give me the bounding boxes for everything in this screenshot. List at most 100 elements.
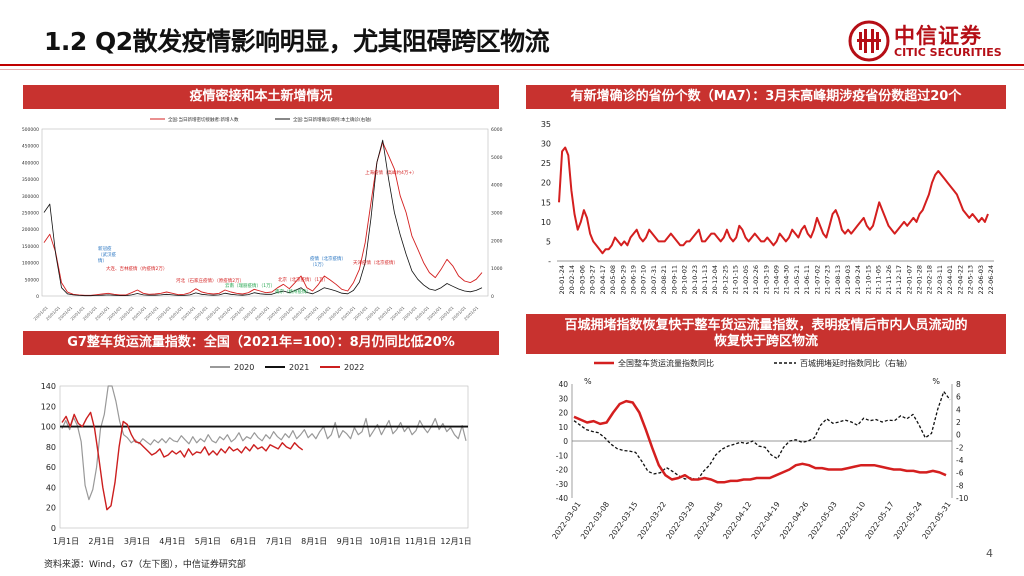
y-tick-label: 20: [558, 409, 568, 418]
y-tick-label: 20: [46, 504, 56, 513]
x-tick-label: 2月1日: [88, 537, 114, 546]
plot-frame: [41, 128, 489, 297]
y-tick-label: 25: [541, 159, 551, 168]
y2-tick-label: 8: [956, 380, 961, 389]
x-tick-label: 2022-04-26: [778, 500, 811, 541]
x-tick-label: 21-11-05: [875, 265, 883, 295]
x-tick-label: 2022-05-03: [806, 500, 839, 541]
x-tick-label: 2022-03-01: [550, 500, 583, 541]
x-tick-label: 21-08-13: [834, 265, 842, 295]
y2-tick-label: 2: [956, 418, 961, 427]
y2-tick-label: -6: [956, 469, 964, 478]
annotation-label: （1万）: [310, 262, 326, 268]
y-tick-label: 120: [41, 402, 56, 411]
citic-emblem-icon: [848, 20, 890, 62]
x-tick-label: 11月1日: [405, 537, 436, 546]
x-tick-label: 21-07-02: [813, 265, 821, 295]
chart-freight-vs-congestion: 全国整车货运流量指数同比 百城拥堵延时指数同比（右轴）% %403020100-10…: [550, 358, 968, 541]
x-tick-label: 21-04-09: [773, 265, 781, 295]
x-tick-label: 20-01-24: [558, 265, 566, 295]
y2-tick-label: 2000: [491, 238, 503, 244]
annotation-label: 情）: [98, 257, 107, 264]
y2-tick-label: -2: [956, 443, 964, 452]
logo-text-zh: 中信证券: [894, 24, 982, 48]
y-tick-label: 200000: [22, 227, 39, 233]
annotation-label: 云南（瑞丽疫情）（1万）: [225, 282, 275, 289]
x-tick-label: 9月1日: [337, 537, 363, 546]
y-tick-label: 40: [558, 380, 568, 389]
y-tick-label: 60: [46, 463, 56, 472]
x-tick-label: 12月1日: [440, 537, 471, 546]
x-tick-label: 21-11-26: [885, 265, 893, 295]
y-tick-label: 10: [541, 218, 551, 227]
x-tick-label: 6月1日: [230, 537, 256, 546]
y-tick-label: -: [548, 257, 551, 266]
x-tick-label: 3月1日: [124, 537, 150, 546]
x-tick-label: 21-09-24: [854, 265, 862, 295]
legend-label-congestion: 百城拥堵延时指数同比（右轴）: [800, 358, 912, 368]
y2-tick-label: 5000: [491, 155, 503, 161]
x-tick-label: 20-02-14: [568, 265, 576, 295]
chart-close-contacts: 5000004500004000003500003000002500002000…: [22, 116, 503, 321]
local-confirmed-line: [43, 139, 483, 297]
y-tick-label: 0: [36, 294, 39, 300]
provinces-line: [558, 146, 989, 255]
x-tick-label: 2022-03-22: [636, 500, 669, 541]
x-tick-label: 21-07-23: [824, 265, 832, 295]
y-tick-label: 35: [541, 120, 551, 129]
citic-logo: 中信证券 CITIC SECURITIES: [848, 20, 1002, 62]
y2-tick-label: 4: [956, 405, 961, 414]
y-tick-label: 20: [541, 179, 551, 188]
x-tick-label: 21-04-30: [783, 265, 791, 295]
y-tick-label: 10: [558, 423, 568, 432]
y-tick-label: -30: [556, 480, 568, 489]
y2-tick-label: -8: [956, 481, 964, 490]
header-divider: [0, 64, 1024, 66]
y2-tick-label: -4: [956, 456, 964, 465]
chart-g7-freight: 2020 2021 2022 140 120 100 80 60 40 20 0 1月1日 2月1日 3月…: [41, 363, 472, 546]
y-tick-label: 100000: [22, 261, 39, 267]
y-tick-label: 400000: [22, 160, 39, 166]
y-tick-label: 5: [546, 237, 551, 246]
y-tick-label: 350000: [22, 177, 39, 183]
annotation-label: 北京（北京疫情）（1万）: [278, 276, 328, 283]
x-tick-label: 8月1日: [301, 537, 327, 546]
annotation-label: 南京（扬州疫情）: [275, 288, 311, 295]
plot-frame: [59, 385, 469, 529]
banner-congestion-line2: 恢复快于跨区物流: [713, 334, 818, 349]
x-tick-label: 22-04-01: [946, 265, 954, 295]
x-tick-label: 4月1日: [159, 537, 185, 546]
x-tick-label: 2022-04-19: [749, 500, 782, 541]
x-tick-label: 5月1日: [195, 537, 221, 546]
y-tick-label: 250000: [22, 211, 39, 217]
x-tick-label: 21-01-15: [732, 265, 740, 295]
x-tick-label: 21-10-15: [864, 265, 872, 295]
x-tick-label: 22-06-24: [987, 265, 995, 295]
left-unit-label: %: [584, 377, 592, 386]
x-tick-label: 1月1日: [53, 537, 79, 546]
x-tick-label: 22-02-18: [926, 265, 934, 295]
annotation-label: 河北（石家庄疫情）（原疫情2万）: [176, 277, 244, 284]
x-tick-label: 2022-04-12: [721, 500, 754, 541]
y-tick-label: -10: [556, 451, 568, 460]
x-tick-label: 20-10-23: [691, 265, 699, 295]
x-tick-label: 2022-04-05: [693, 500, 726, 541]
annotation-label: 天津疫情（北京疫情）: [353, 259, 398, 266]
y2-tick-label: 0: [956, 431, 961, 440]
x-tick-label: 22-06-03: [977, 265, 985, 295]
y2-tick-label: 4000: [491, 183, 503, 189]
x-tick-label: 20-12-04: [711, 265, 719, 295]
annotation-label: 新冠疫: [98, 245, 112, 252]
freight-yoy-line: [573, 399, 947, 484]
series-2022-line: [61, 411, 304, 511]
legend-label: 2021: [289, 363, 309, 372]
x-tick-label: 2022-03-08: [579, 500, 612, 541]
y-tick-label: 140: [41, 382, 56, 391]
x-tick-label: 20-05-08: [609, 265, 617, 295]
legend-label: 2020: [234, 363, 254, 372]
annotation-label: 大连、吉林疫情（约疫情2万）: [106, 265, 167, 272]
x-tick-label: 20-05-29: [619, 265, 627, 295]
y-tick-label: -20: [556, 466, 568, 475]
x-tick-label: 20-10-02: [681, 265, 689, 295]
